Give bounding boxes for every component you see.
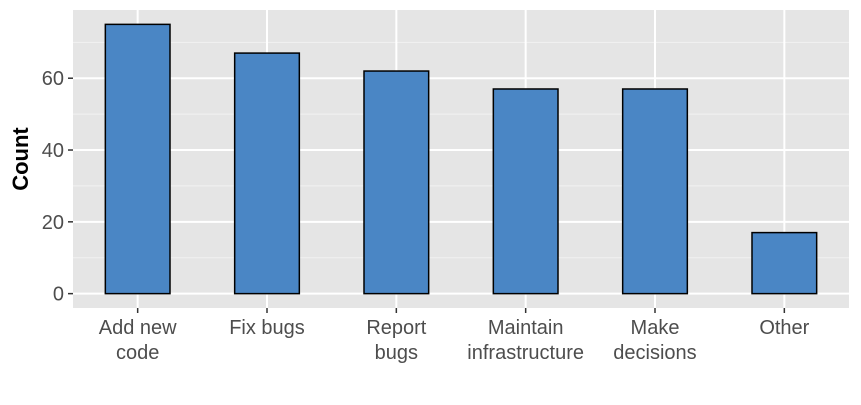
bars — [104, 23, 818, 295]
x-tick-label: Make decisions — [613, 317, 696, 364]
bar — [233, 52, 301, 295]
x-tick-label: Add new code — [99, 317, 177, 364]
bar — [104, 23, 171, 295]
y-tick-label: 60 — [42, 68, 64, 90]
y-axis: 0 20 40 60 — [42, 68, 73, 306]
x-tick-label: Report bugs — [366, 317, 426, 364]
y-axis-title: Count — [8, 127, 33, 191]
bar — [621, 88, 689, 295]
plot-panel — [73, 10, 849, 308]
minor-gridlines — [73, 41, 849, 259]
x-axis: Add new code Fix bugs Report bugs Maintain inf… — [99, 308, 810, 364]
x-tick-label: Maintain infrastructure — [467, 317, 584, 364]
bar — [492, 88, 559, 295]
x-tick-label: Fix bugs — [229, 317, 305, 339]
y-tick-label: 40 — [42, 140, 64, 162]
bar — [751, 231, 818, 295]
x-tick-label: Other — [759, 317, 809, 339]
y-tick-label: 20 — [42, 212, 64, 234]
bar — [363, 70, 430, 295]
y-tick-label: 0 — [53, 284, 64, 306]
